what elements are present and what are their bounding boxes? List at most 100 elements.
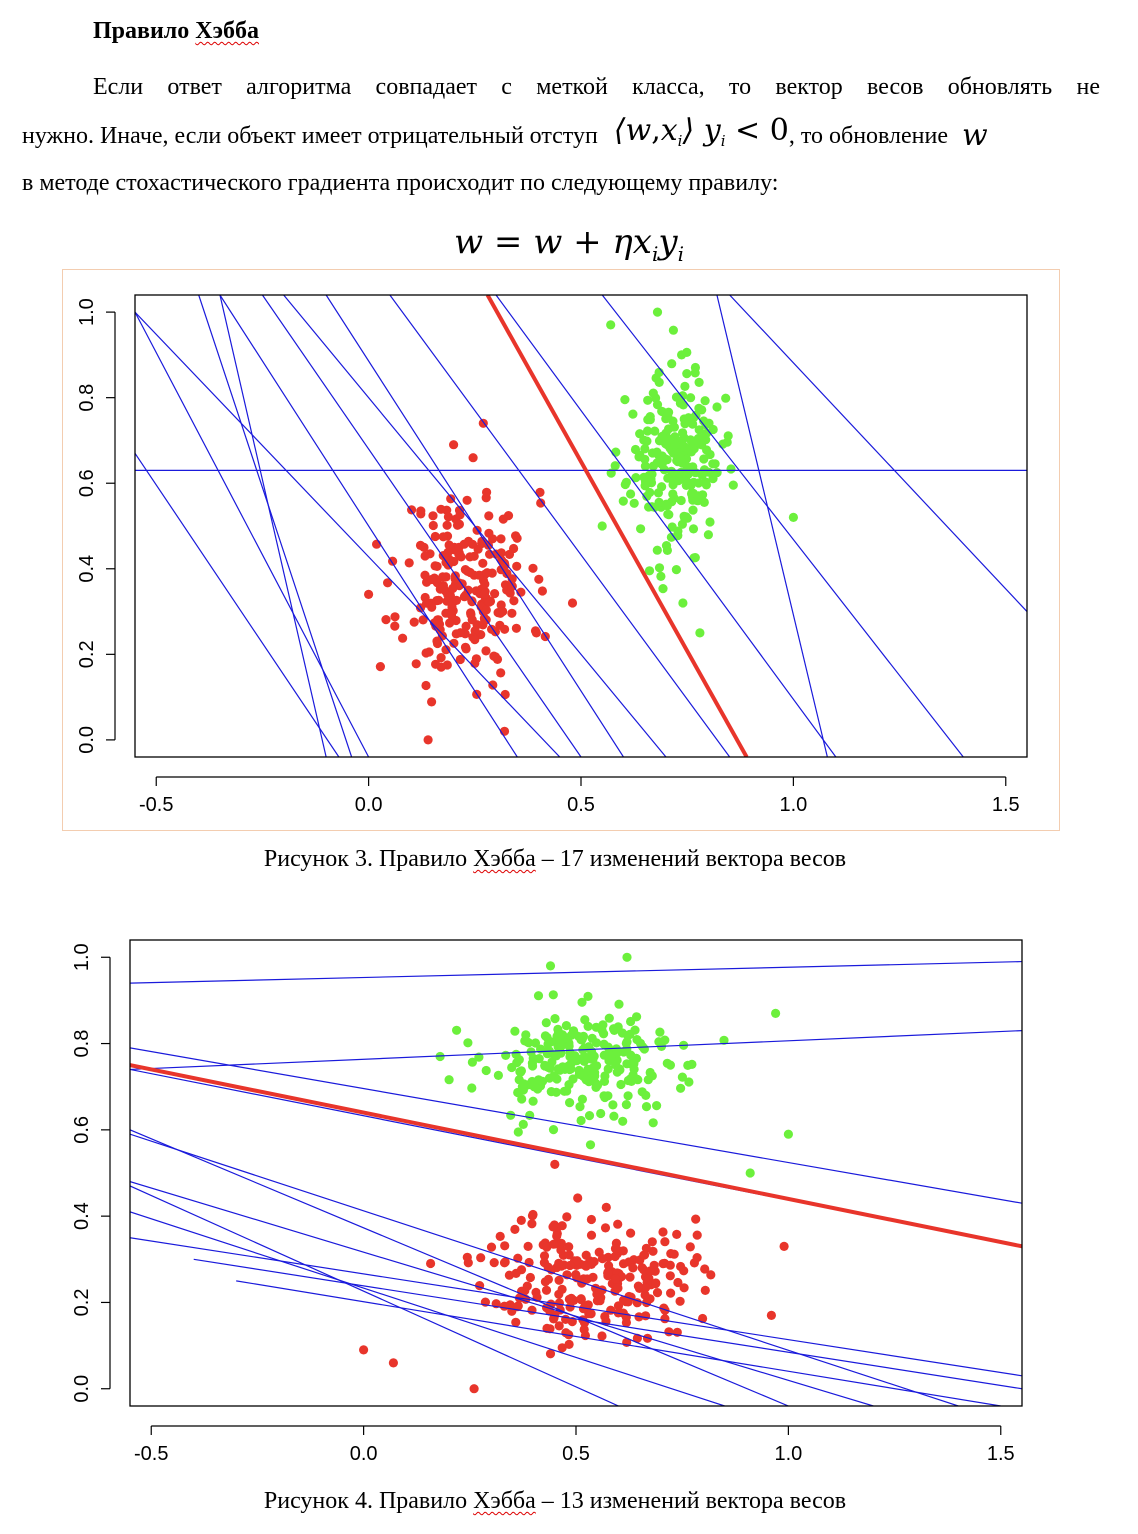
data-point — [591, 1022, 601, 1032]
data-point — [628, 409, 638, 419]
data-point — [481, 646, 491, 656]
data-point — [467, 1083, 477, 1093]
margin-comma: , — [651, 113, 661, 148]
data-point — [423, 735, 433, 745]
data-point — [597, 1285, 607, 1295]
data-point — [669, 1249, 679, 1259]
data-point — [441, 645, 451, 655]
data-point — [657, 451, 667, 461]
data-point — [632, 1035, 642, 1045]
data-point — [662, 545, 673, 555]
figure-4-plot-border — [129, 939, 1023, 1407]
data-point — [610, 1244, 621, 1254]
data-point — [676, 1083, 686, 1093]
x-tick-label: 1.0 — [779, 794, 807, 816]
data-point — [500, 689, 510, 700]
weight-iteration-line — [283, 295, 667, 757]
data-point — [467, 539, 478, 549]
weight-iteration-line — [135, 311, 370, 757]
figure-4-plot-area — [130, 952, 1022, 1406]
data-point — [548, 990, 558, 1000]
data-point — [700, 1264, 710, 1274]
data-point — [670, 440, 680, 450]
data-point — [575, 1102, 585, 1112]
data-point — [438, 532, 448, 542]
data-point — [721, 393, 731, 403]
data-point — [562, 1086, 572, 1096]
margin-x: x — [660, 113, 678, 148]
formula-y: y — [658, 222, 678, 262]
data-point — [516, 1066, 526, 1076]
data-point — [582, 1274, 592, 1284]
data-point — [528, 1061, 538, 1071]
data-point — [640, 1290, 650, 1300]
data-point — [535, 487, 545, 497]
data-point — [599, 1091, 609, 1101]
data-point — [415, 540, 426, 550]
data-point — [641, 1090, 651, 1100]
data-point — [678, 391, 688, 401]
data-point — [490, 652, 501, 662]
weight-iteration-line — [130, 1030, 1022, 1071]
data-point — [524, 1038, 534, 1048]
data-point — [549, 1314, 559, 1324]
margin-x-subscript: i — [677, 132, 683, 150]
data-point — [443, 547, 453, 557]
data-point — [534, 1054, 544, 1064]
data-point — [490, 589, 500, 599]
data-point — [671, 565, 682, 575]
data-point — [548, 1222, 558, 1232]
data-point — [467, 615, 477, 625]
data-point — [676, 453, 686, 464]
data-point — [640, 461, 651, 471]
data-point — [364, 589, 374, 599]
data-point — [470, 635, 480, 645]
data-point — [488, 680, 498, 690]
weight-iteration-line — [716, 295, 828, 757]
data-point — [500, 1241, 510, 1251]
data-point — [513, 1127, 523, 1137]
data-point — [680, 419, 690, 429]
data-point — [557, 1343, 567, 1353]
data-point — [496, 668, 506, 678]
data-point — [518, 1119, 528, 1129]
data-point — [650, 426, 660, 436]
data-point — [510, 1026, 520, 1036]
y-tick-label: 0.4 — [76, 555, 98, 583]
data-point — [682, 369, 692, 379]
data-point — [489, 1258, 499, 1268]
data-point — [566, 1293, 576, 1303]
data-point — [509, 596, 519, 606]
weight-iteration-line — [219, 295, 327, 757]
data-point — [482, 568, 492, 578]
data-point — [436, 504, 446, 514]
weight-iteration-line — [135, 452, 340, 757]
data-point — [404, 558, 414, 568]
data-point — [428, 511, 438, 521]
data-point — [541, 1285, 552, 1295]
data-point — [662, 501, 672, 511]
data-point — [548, 1125, 559, 1135]
data-point — [680, 381, 690, 391]
data-point — [618, 496, 628, 506]
data-point — [484, 597, 494, 607]
data-point — [486, 1242, 497, 1252]
margin-w: w — [625, 113, 652, 148]
figure-3-caption-prefix: Рисунок 3. Правило — [263, 846, 474, 872]
data-point — [506, 1110, 516, 1120]
final-separating-line — [130, 1063, 1022, 1249]
data-point — [418, 615, 428, 625]
data-point — [628, 1263, 638, 1273]
y-tick-label: 0.6 — [71, 1116, 93, 1144]
data-point — [623, 1031, 633, 1041]
data-point — [445, 618, 455, 628]
x-tick-label: 1.5 — [992, 794, 1020, 816]
data-point — [708, 459, 718, 469]
data-point — [621, 1038, 631, 1048]
data-point — [555, 1047, 565, 1057]
data-point — [543, 1262, 553, 1272]
data-point — [658, 1259, 668, 1269]
data-point — [644, 566, 655, 576]
data-point — [564, 1250, 574, 1260]
data-point — [555, 1037, 565, 1047]
